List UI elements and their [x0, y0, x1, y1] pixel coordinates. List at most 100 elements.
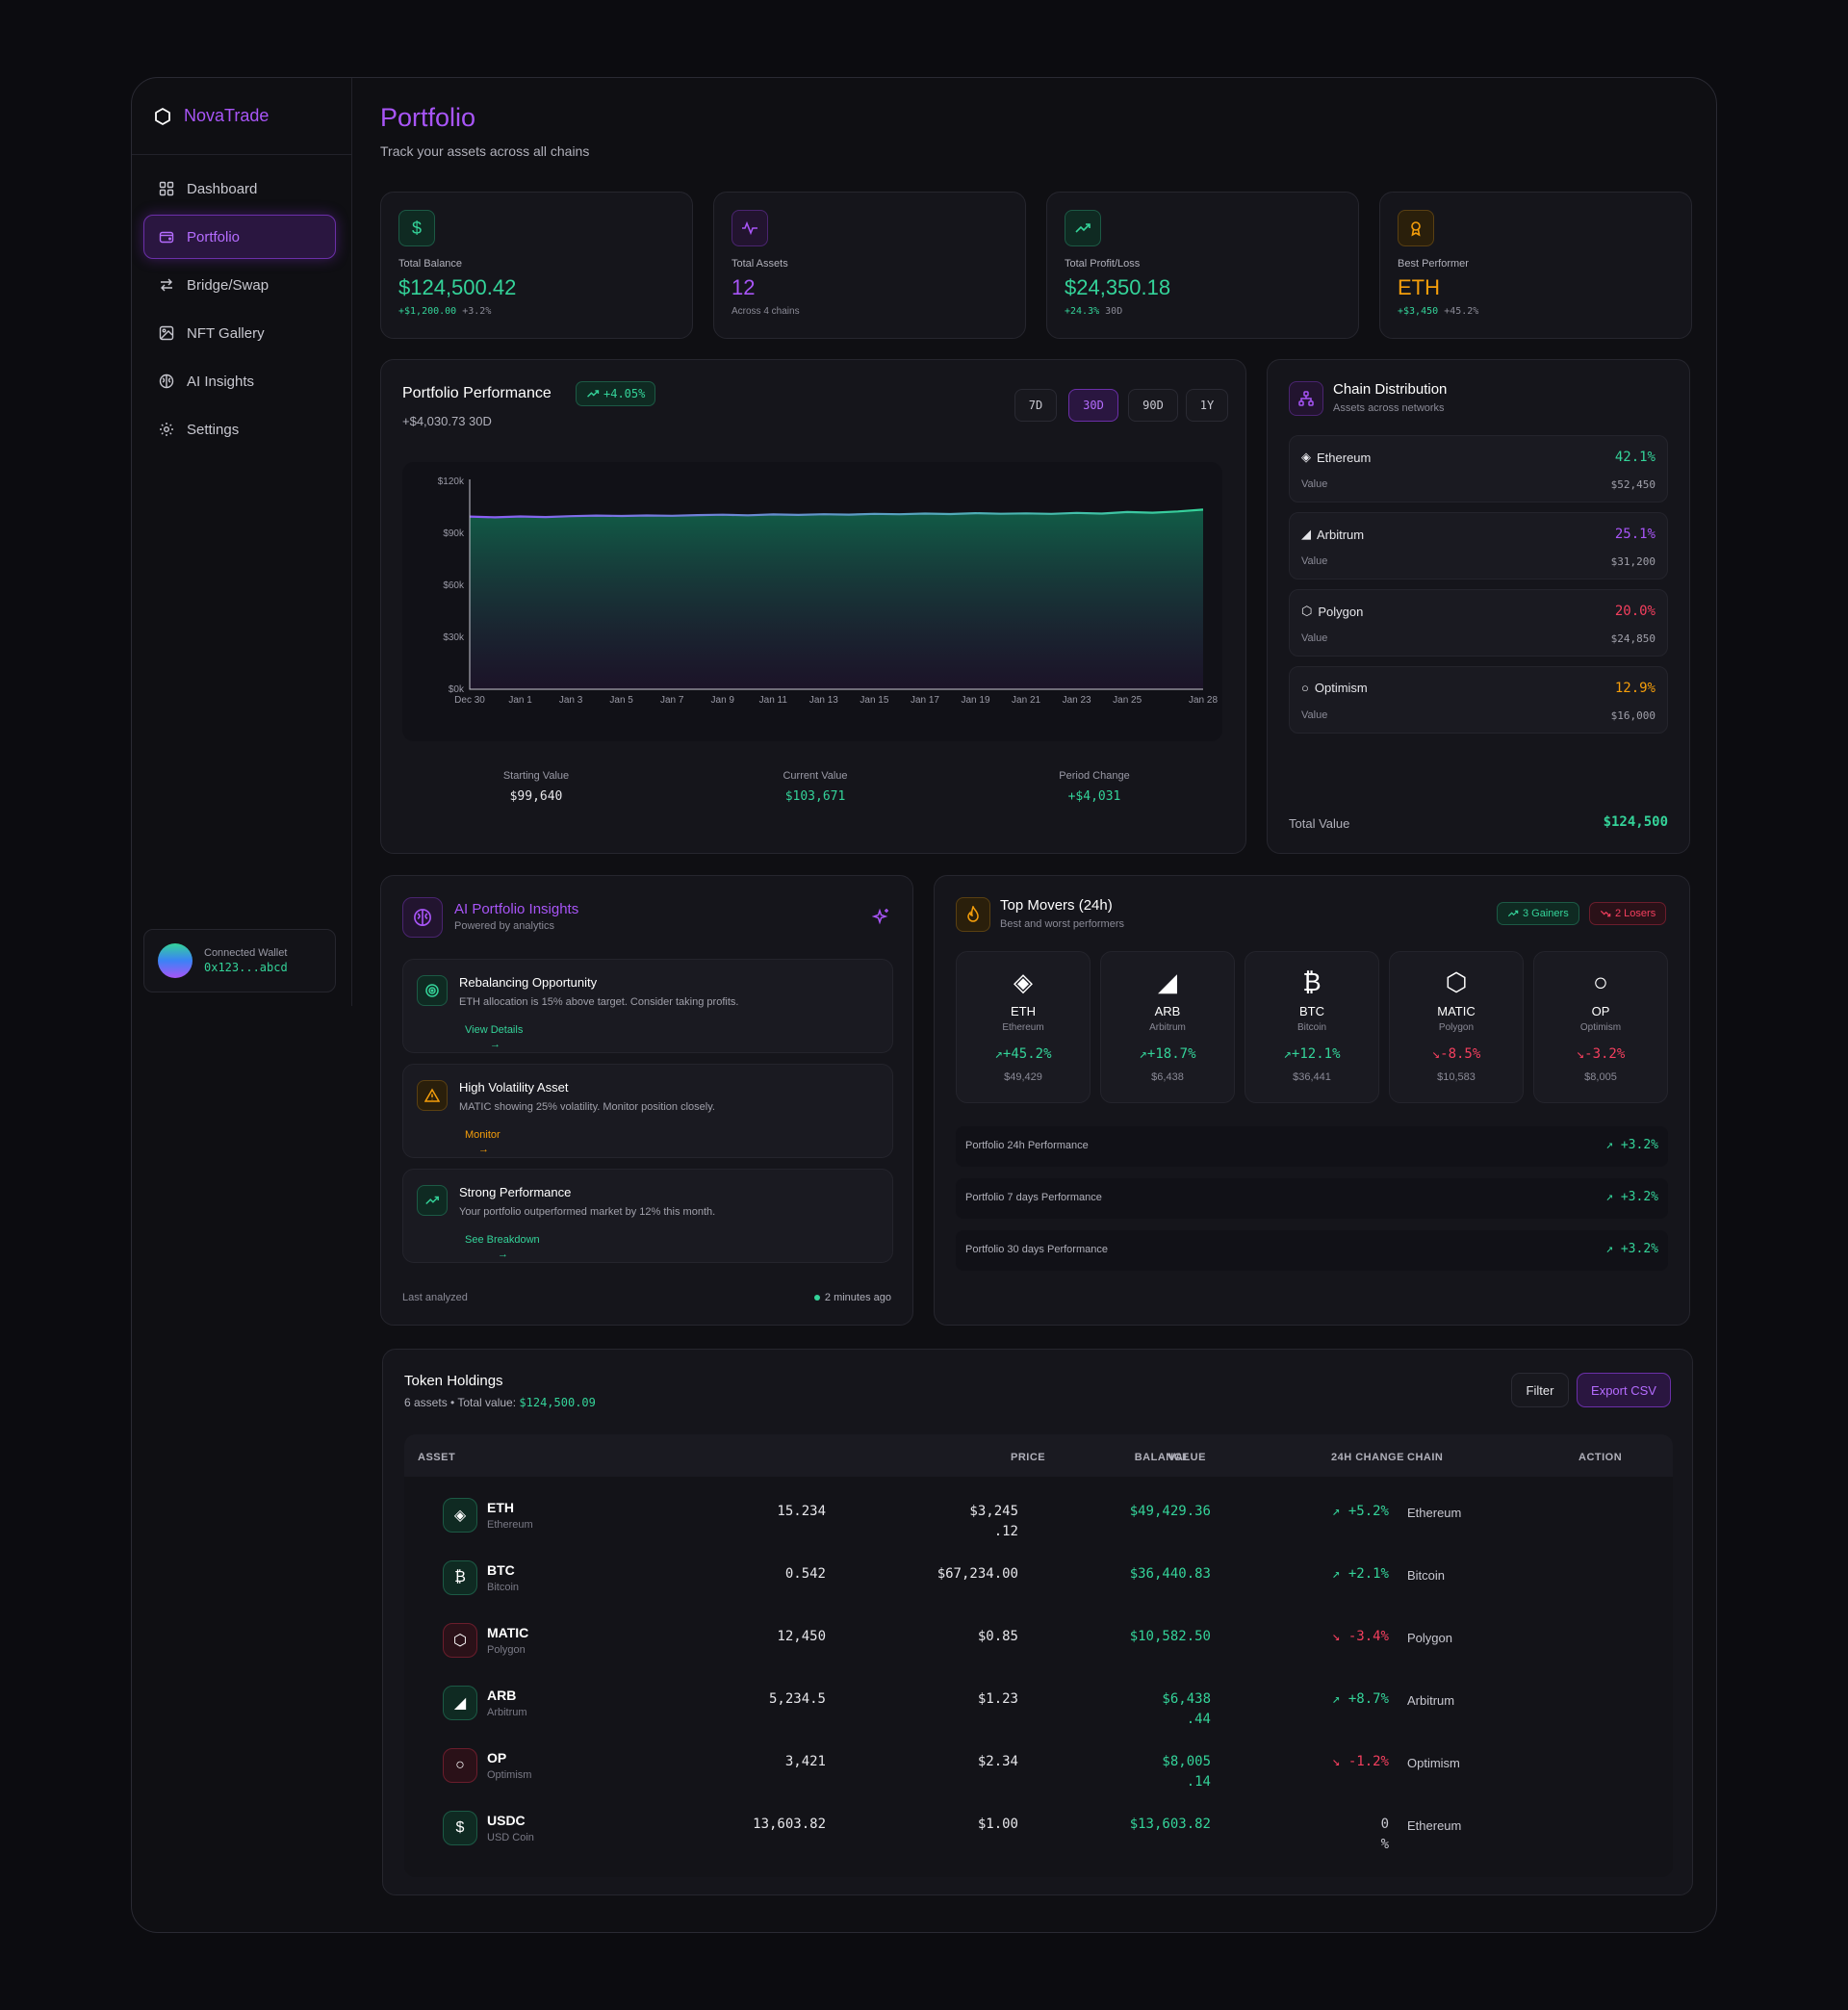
token-price: $1.00 — [977, 1817, 1018, 1832]
stat-card-best-performer: Best Performer ETH +$3,450 +45.2% — [1379, 192, 1692, 339]
token-symbol: ETH — [487, 1500, 514, 1515]
token-price: $67,234.00 — [937, 1566, 1018, 1582]
chain-name: Arbitrum — [1317, 527, 1365, 542]
starting-value: Starting Value $99,640 — [397, 770, 676, 804]
bitcoin-icon: ₿ — [1302, 966, 1322, 996]
mover-card-arb[interactable]: ◢ ARB Arbitrum ↗+18.7% $6,438 — [1100, 951, 1235, 1103]
mover-symbol: ARB — [1154, 1004, 1181, 1018]
hexagon-logo-icon — [155, 107, 170, 125]
sparkles-icon[interactable] — [872, 907, 891, 926]
range-button-7d[interactable]: 7D — [1014, 389, 1057, 422]
sidebar-item-portfolio[interactable]: Portfolio — [143, 215, 336, 259]
period-change-amount: +$4,031 — [1067, 789, 1121, 804]
mover-card-matic[interactable]: ⬡ MATIC Polygon ↘-8.5% $10,583 — [1389, 951, 1524, 1103]
stat-change: +$1,200.00 — [398, 306, 457, 317]
mover-name: Optimism — [1579, 1022, 1622, 1033]
token-value: $8,005.14 — [1162, 1754, 1211, 1790]
token-24h-change: ↘ -3.4% — [1331, 1629, 1389, 1644]
column-header-price[interactable]: PRICE — [1011, 1452, 1046, 1463]
monitor-link[interactable]: Monitor → — [465, 1129, 500, 1155]
warning-icon — [417, 1080, 448, 1111]
x-tick-label: Jan 17 — [911, 695, 939, 706]
chain-row-arbitrum[interactable]: ◢ Arbitrum 25.1% Value $31,200 — [1289, 512, 1668, 580]
filter-button[interactable]: Filter — [1511, 1373, 1569, 1407]
trending-down-icon: ↘ — [1431, 1046, 1441, 1062]
trending-up-icon: ↗ — [1331, 1504, 1348, 1519]
token-name: Arbitrum — [487, 1707, 527, 1718]
top-movers-card: Top Movers (24h) Best and worst performe… — [934, 875, 1690, 1326]
chain-row-polygon[interactable]: ⬡ Polygon 20.0% Value $24,850 — [1289, 589, 1668, 657]
table-row[interactable]: ◢ ARB Arbitrum 5,234.5 $1.23 $6,438.44 ↗ +8.7%… — [404, 1672, 1673, 1735]
token-name: Polygon — [487, 1644, 526, 1656]
token-chain: Ethereum — [1407, 1506, 1462, 1520]
column-header-action[interactable]: ACTION — [1578, 1452, 1623, 1463]
column-header-value[interactable]: VALUE — [1168, 1452, 1206, 1463]
brain-icon — [402, 897, 443, 938]
gainers-badge[interactable]: 3 Gainers — [1497, 902, 1579, 925]
chain-row-optimism[interactable]: ○ Optimism 12.9% Value $16,000 — [1289, 666, 1668, 734]
view-details-link[interactable]: View Details → — [465, 1024, 524, 1050]
x-tick-label: Jan 3 — [559, 695, 583, 706]
brand-logo[interactable]: NovaTrade — [132, 78, 352, 155]
chain-value: $24,850 — [1610, 632, 1656, 645]
table-row[interactable]: ○ OP Optimism 3,421 $2.34 $8,005.14 ↘ -1.2% Opt… — [404, 1735, 1673, 1797]
period-change: Period Change +$4,031 — [955, 770, 1234, 804]
performance-period-label: Portfolio 7 days Performance — [965, 1192, 1102, 1203]
mover-change: ↘-8.5% — [1431, 1046, 1481, 1062]
token-price: $1.23 — [977, 1691, 1018, 1707]
sidebar-item-label: AI Insights — [187, 373, 255, 390]
sidebar-item-label: Settings — [187, 421, 240, 438]
column-header-24h-change[interactable]: 24H CHANGE — [1331, 1452, 1404, 1463]
flame-icon — [956, 897, 990, 932]
token-chain: Optimism — [1407, 1756, 1460, 1770]
see-breakdown-link[interactable]: See Breakdown → — [465, 1234, 540, 1260]
mover-card-btc[interactable]: ₿ BTC Bitcoin ↗+12.1% $36,441 — [1245, 951, 1379, 1103]
table-header: ASSET BALANCE PRICE VALUE 24H CHANGE CHA… — [404, 1434, 1673, 1477]
range-button-30d[interactable]: 30D — [1068, 389, 1118, 422]
table-row[interactable]: ₿ BTC Bitcoin 0.542 $67,234.00 $36,440.83 ↗ +2… — [404, 1547, 1673, 1610]
table-row[interactable]: ◈ ETH Ethereum 15.234 $3,245.12 $49,429.36 ↗ +… — [404, 1484, 1673, 1547]
chain-distribution-title: Chain Distribution — [1333, 381, 1448, 398]
performance-chart-svg: $0k $30k $60k $90k $120k Dec 30 Jan 1 Jan 3 Jan … — [438, 477, 1219, 706]
token-name: Ethereum — [487, 1519, 533, 1531]
last-analyzed-label: Last analyzed — [402, 1292, 468, 1303]
trending-up-icon: ↗ — [1605, 1138, 1621, 1152]
mover-change: ↗+18.7% — [1139, 1046, 1196, 1062]
sidebar-item-nft-gallery[interactable]: NFT Gallery — [143, 311, 336, 355]
connected-wallet[interactable]: Connected Wallet 0x123...abcd — [143, 929, 336, 992]
y-tick-label: $30k — [443, 632, 465, 643]
token-balance: 5,234.5 — [768, 1691, 826, 1707]
trending-up-icon — [1507, 910, 1519, 917]
stat-label: Total Assets — [732, 258, 788, 270]
brain-icon — [158, 373, 175, 390]
column-header-chain[interactable]: CHAIN — [1407, 1452, 1444, 1463]
mover-card-op[interactable]: ○ OP Optimism ↘-3.2% $8,005 — [1533, 951, 1668, 1103]
performance-period-value: ↗ +3.2% — [1605, 1190, 1658, 1204]
mover-symbol: OP — [1591, 1004, 1610, 1018]
table-row[interactable]: $ USDC USD Coin 13,603.82 $1.00 $13,603.82 0% E… — [404, 1797, 1673, 1860]
sidebar-item-dashboard[interactable]: Dashboard — [143, 167, 336, 211]
export-csv-button[interactable]: Export CSV — [1577, 1373, 1671, 1407]
mover-card-eth[interactable]: ◈ ETH Ethereum ↗+45.2% $49,429 — [956, 951, 1091, 1103]
sidebar-item-bridge-swap[interactable]: Bridge/Swap — [143, 263, 336, 307]
mover-change: ↘-3.2% — [1576, 1046, 1626, 1062]
losers-badge[interactable]: 2 Losers — [1589, 902, 1667, 925]
range-button-90d[interactable]: 90D — [1128, 389, 1178, 422]
sidebar-item-label: NFT Gallery — [187, 324, 265, 342]
sidebar-item-settings[interactable]: Settings — [143, 407, 336, 451]
table-row[interactable]: ⬡ MATIC Polygon 12,450 $0.85 $10,582.50 ↘ -3.4… — [404, 1610, 1673, 1672]
performance-subtitle: +$4,030.73 30D — [402, 414, 492, 428]
performance-period-value: ↗ +3.2% — [1605, 1138, 1658, 1152]
token-value: $10,582.50 — [1129, 1629, 1211, 1644]
total-value-amount: $124,500 — [1603, 814, 1668, 830]
range-button-1y[interactable]: 1Y — [1186, 389, 1228, 422]
token-24h-change: ↗ +5.2% — [1331, 1504, 1389, 1519]
stat-label: Total Profit/Loss — [1065, 258, 1141, 270]
sidebar-item-ai-insights[interactable]: AI Insights — [143, 359, 336, 403]
token-value: $36,440.83 — [1129, 1566, 1211, 1582]
column-header-asset[interactable]: ASSET — [418, 1452, 456, 1463]
y-tick-label: $120k — [438, 477, 465, 487]
chain-row-ethereum[interactable]: ◈ Ethereum 42.1% Value $52,450 — [1289, 435, 1668, 502]
ai-insights-title: AI Portfolio Insights — [454, 901, 579, 917]
chain-value: $31,200 — [1610, 555, 1656, 568]
